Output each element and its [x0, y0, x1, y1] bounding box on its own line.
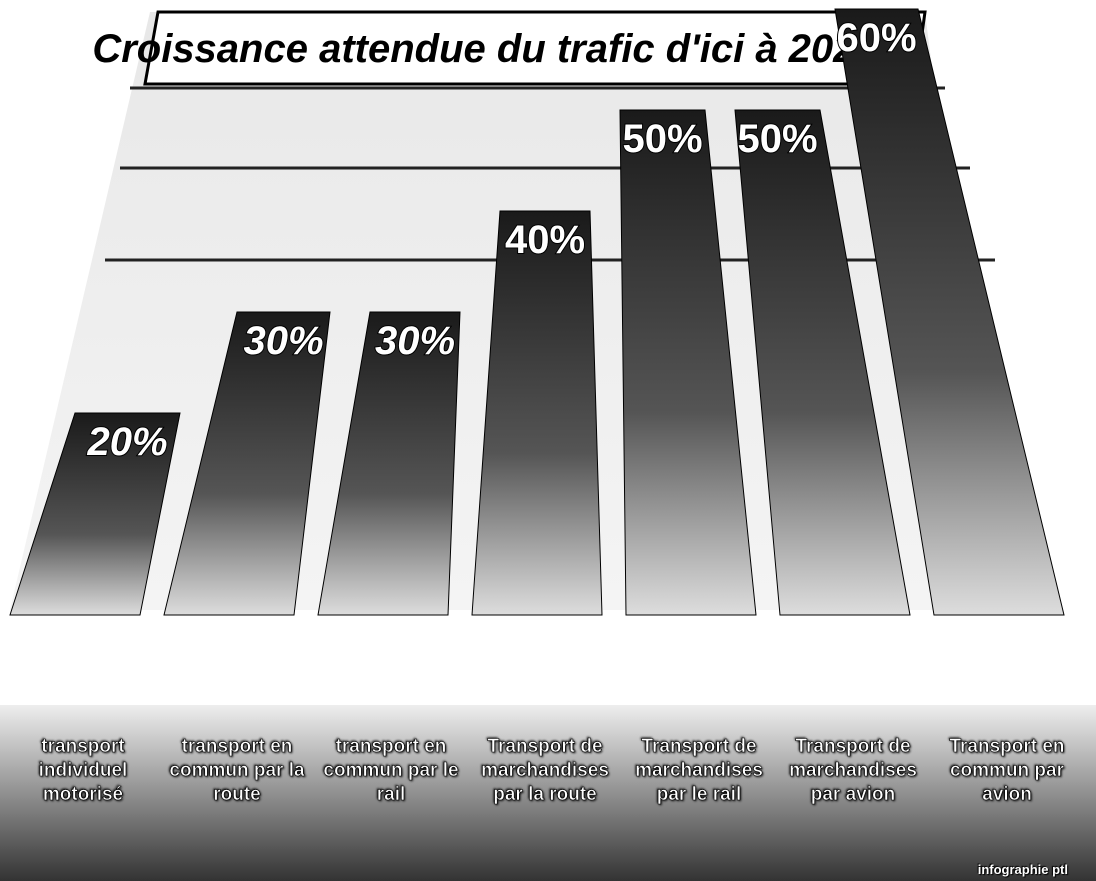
- category-label: transport en commun par la route: [162, 735, 312, 807]
- value-label: 20%: [86, 420, 167, 464]
- category-label: Transport de marchandises par avion: [778, 735, 928, 807]
- category-label: Transport de marchandises par le rail: [624, 735, 774, 807]
- value-label: 50%: [622, 117, 702, 161]
- value-label: 40%: [505, 218, 585, 262]
- page: Croissance attendue du trafic d'ici à 20…: [0, 0, 1096, 881]
- value-label: 30%: [243, 319, 323, 363]
- value-label: 60%: [836, 16, 916, 60]
- category-label: Transport de marchandises par la route: [470, 735, 620, 807]
- category-label: transport individuel motorisé: [8, 735, 158, 807]
- chart-title: Croissance attendue du trafic d'ici à 20…: [92, 27, 877, 71]
- value-label: 30%: [375, 319, 455, 363]
- credit: infographie ptl: [978, 862, 1068, 877]
- category-label: Transport en commun par avion: [932, 735, 1082, 807]
- category-label: transport en commun par le rail: [316, 735, 466, 807]
- value-label: 50%: [737, 117, 817, 161]
